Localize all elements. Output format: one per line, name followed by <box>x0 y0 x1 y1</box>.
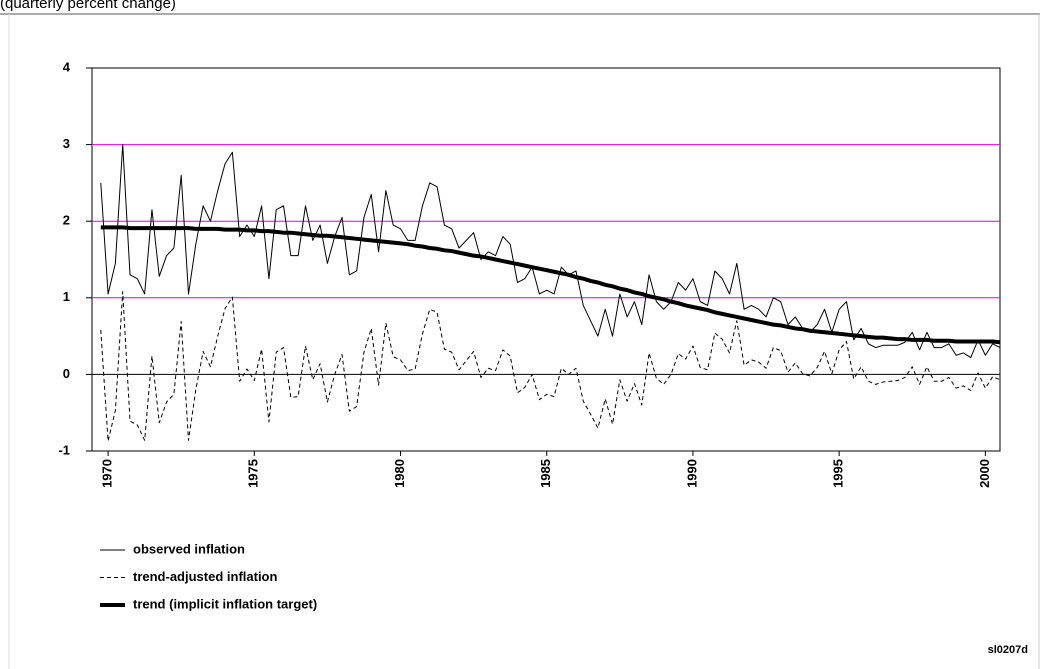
legend-label: trend (implicit inflation target) <box>133 596 317 611</box>
subtitle: (quarterly percent change) <box>0 0 176 12</box>
x-tick-label: 1975 <box>246 459 261 488</box>
y-tick-label: 0 <box>63 366 70 381</box>
y-tick-label: -1 <box>58 442 70 457</box>
x-tick-label: 1985 <box>538 459 553 488</box>
series-line <box>100 144 1001 359</box>
x-tick-label: 1995 <box>831 459 846 488</box>
y-tick-label: 1 <box>63 289 70 304</box>
x-tick-label: 1990 <box>684 459 699 488</box>
x-tick-label: 1980 <box>392 459 407 488</box>
plot-frame <box>91 67 1001 452</box>
legend-label: trend-adjusted inflation <box>133 569 278 584</box>
y-tick-label: 3 <box>63 136 70 151</box>
y-tick-label: 4 <box>63 59 71 74</box>
series-line <box>100 291 1001 442</box>
x-tick-label: 2000 <box>977 459 992 488</box>
legend-label: observed inflation <box>133 541 245 556</box>
series-line <box>100 225 1001 345</box>
footnote: sl0207d <box>988 644 1028 656</box>
x-tick-label: 1970 <box>100 459 115 488</box>
y-tick-label: 2 <box>63 213 70 228</box>
